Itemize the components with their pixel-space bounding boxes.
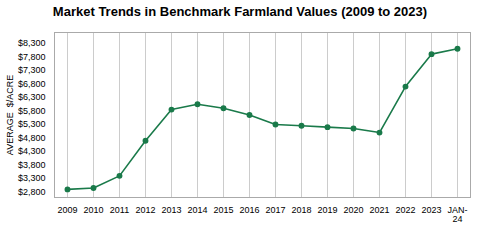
svg-text:2016: 2016 [239,205,259,215]
svg-text:2015: 2015 [213,205,233,215]
svg-text:$4,800: $4,800 [18,133,46,143]
svg-text:2022: 2022 [395,205,415,215]
svg-text:2010: 2010 [83,205,103,215]
svg-text:2019: 2019 [317,205,337,215]
svg-text:2014: 2014 [187,205,207,215]
svg-text:$8,300: $8,300 [18,38,46,48]
svg-text:$2,800: $2,800 [18,187,46,197]
svg-text:2012: 2012 [135,205,155,215]
svg-text:$7,300: $7,300 [18,65,46,75]
svg-text:2011: 2011 [110,205,129,215]
svg-text:$3,300: $3,300 [18,173,46,183]
svg-text:2023: 2023 [421,205,441,215]
html-text:Market Trends in Benchmark Far: Market Trends in Benchmark Farmland Valu… [52,4,428,19]
svg-text:$4,300: $4,300 [18,146,46,156]
svg-text:2013: 2013 [161,205,181,215]
svg-text:JAN-24: JAN-24 [448,205,468,224]
svg-text:$5,800: $5,800 [18,106,46,116]
svg-text:2017: 2017 [265,205,285,215]
svg-text:2021: 2021 [369,205,389,215]
svg-text:2018: 2018 [291,205,311,215]
svg-text:$6,300: $6,300 [18,92,46,102]
svg-text:2009: 2009 [57,205,77,215]
svg-text:$3,800: $3,800 [18,160,46,170]
svg-text:$6,800: $6,800 [18,79,46,89]
svg-text:2020: 2020 [343,205,363,215]
svg-text:$5,300: $5,300 [18,119,46,129]
svg-text:AVERAGE $/ACRE: AVERAGE $/ACRE [5,75,15,155]
svg-text:$7,800: $7,800 [18,52,46,62]
